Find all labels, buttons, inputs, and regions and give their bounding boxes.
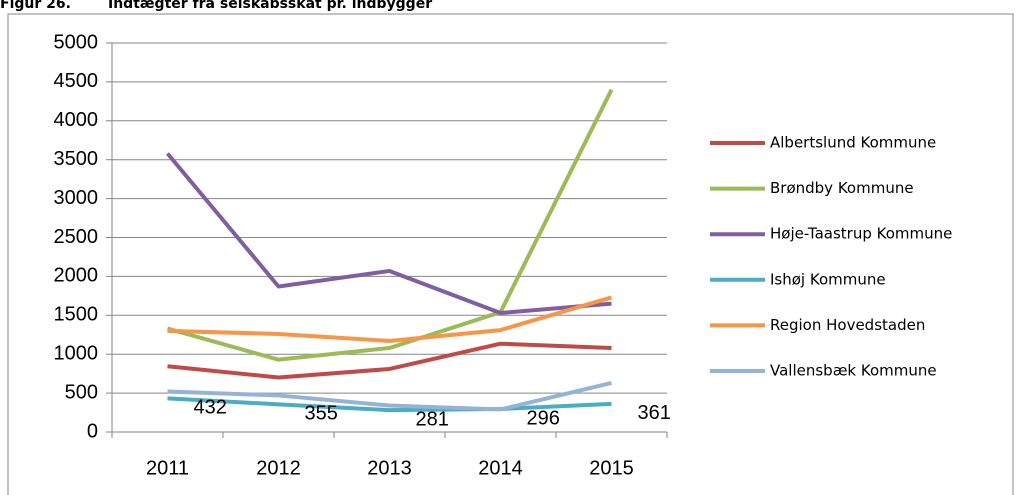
y-tick-label: 500 (65, 381, 98, 403)
y-tick-label: 1000 (54, 342, 99, 364)
y-tick-label: 2500 (54, 226, 99, 248)
legend-label: Ishøj Kommune (770, 270, 886, 288)
y-tick-label: 0 (87, 420, 98, 442)
data-label: 432 (194, 397, 227, 419)
x-tick-label: 2011 (146, 457, 189, 479)
chart-title: Indtægter fra selskabsskat pr. indbygger (108, 0, 432, 12)
x-tick-label: 2014 (478, 457, 523, 479)
series-line (167, 341, 612, 380)
data-label: 296 (527, 407, 560, 429)
data-label: 281 (416, 408, 449, 430)
legend-label: Brøndby Kommune (770, 179, 914, 197)
legend-label: Høje-Taastrup Kommune (770, 225, 952, 243)
series-line (167, 381, 612, 412)
x-tick-label: 2015 (589, 457, 634, 479)
data-label: 355 (305, 403, 338, 425)
figure-number: Figur 26. (0, 0, 71, 12)
y-tick-label: 4500 (54, 70, 99, 92)
y-tick-label: 2000 (54, 265, 99, 287)
series-line (167, 396, 612, 413)
x-tick-label: 2012 (256, 457, 301, 479)
data-label: 361 (638, 402, 671, 424)
series-line (165, 152, 612, 315)
y-tick-label: 4000 (54, 109, 99, 131)
series-line (166, 88, 614, 362)
y-tick-label: 5000 (54, 31, 99, 53)
series-line (167, 295, 613, 343)
y-tick-label: 3000 (54, 187, 99, 209)
chart-frame (7, 13, 1014, 495)
y-tick-label: 1500 (54, 304, 99, 326)
y-tick-label: 3500 (54, 148, 99, 170)
legend-label: Region Hovedstaden (770, 316, 925, 334)
legend-label: Vallensbæk Kommune (770, 362, 937, 380)
legend-label: Albertslund Kommune (770, 134, 936, 152)
x-tick-label: 2013 (367, 457, 412, 479)
